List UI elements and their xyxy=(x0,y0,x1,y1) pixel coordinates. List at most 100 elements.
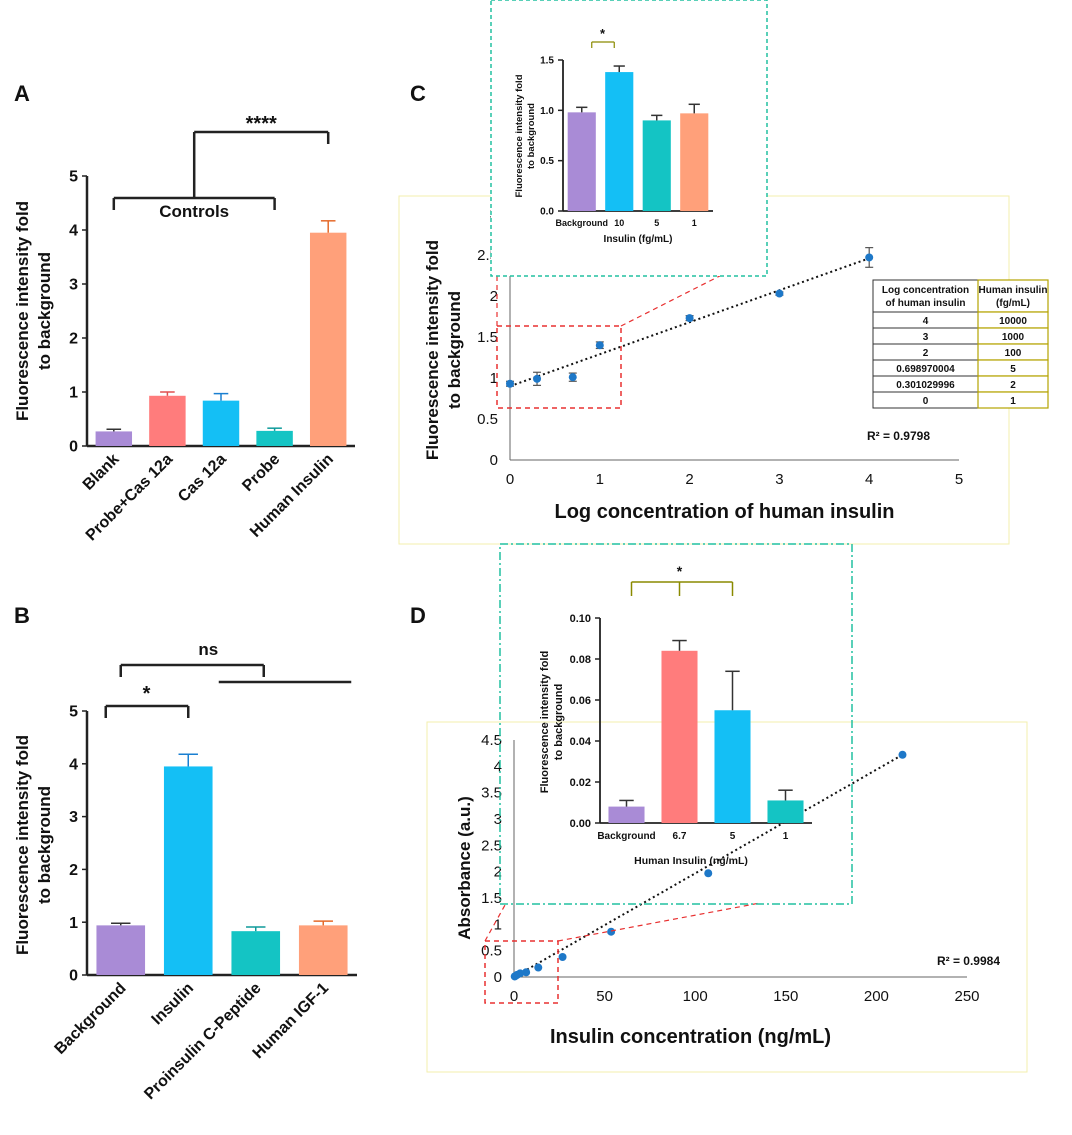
inset-y-axis-label: to background xyxy=(526,103,537,169)
y-tick-label: 2 xyxy=(490,288,498,305)
significance-stars: **** xyxy=(246,113,277,135)
category-label: Probe xyxy=(239,451,283,495)
data-point xyxy=(506,379,514,388)
y-tick-label: 3 xyxy=(494,811,502,828)
category-label: Cas 12a xyxy=(175,451,230,506)
category-label: 1 xyxy=(692,218,697,228)
category-label: Background xyxy=(555,218,608,228)
y-tick-label: 0.0 xyxy=(540,207,554,218)
category-label: 1 xyxy=(783,831,789,842)
x-tick-label: 1 xyxy=(596,471,604,488)
y-tick-label: 0.5 xyxy=(540,156,554,167)
data-point xyxy=(898,750,907,759)
x-axis-label: Log concentration of human insulin xyxy=(555,501,895,523)
data-point xyxy=(704,869,713,878)
bar xyxy=(680,113,709,211)
bar xyxy=(298,925,348,975)
bar xyxy=(202,400,240,446)
table-cell-text: 10000 xyxy=(999,316,1027,327)
table-cell xyxy=(977,391,1049,409)
table-header-cell xyxy=(872,279,979,313)
panel-D: D 0 50 100 150 200 250 0 0.5 1 1.5 2 2.5 3 3.5 4 4.5 Ins… xyxy=(410,543,1028,1073)
inset-y-axis-label: Fluorescence intensity fold xyxy=(539,651,551,793)
category-label: 10 xyxy=(614,218,624,228)
y-axis-label: Absorbance (a.u.) xyxy=(455,796,474,940)
x-tick-label: 0 xyxy=(506,471,514,488)
table-header-text: (fg/mL) xyxy=(996,298,1030,309)
inset-sig-star: * xyxy=(600,26,606,41)
category-label: Background xyxy=(597,831,655,842)
controls-label: Controls xyxy=(159,202,229,221)
panel-c-table: Log concentration of human insulin Human i… xyxy=(872,279,1049,409)
y-tick-label: 4 xyxy=(69,223,78,240)
inset-frame xyxy=(499,543,853,905)
table-cell-text: 1 xyxy=(1010,396,1016,407)
y-tick-label: 1.0 xyxy=(540,106,554,117)
data-point xyxy=(568,373,577,382)
x-tick-label: 2 xyxy=(685,471,693,488)
table-cell-text: 0 xyxy=(923,396,929,407)
y-tick-label: 1.5 xyxy=(481,890,502,907)
bar xyxy=(231,931,281,975)
x-axis-label: Insulin concentration (ng/mL) xyxy=(550,1026,831,1048)
bar xyxy=(567,112,596,211)
y-tick-label: 4 xyxy=(494,758,502,775)
y-tick-label: 0.5 xyxy=(477,411,498,428)
y-tick-label: 3 xyxy=(69,809,78,826)
table-header-text: of human insulin xyxy=(886,298,966,309)
y-tick-label: 5 xyxy=(69,704,78,721)
y-tick-label: 0.5 xyxy=(481,943,502,960)
zoom-box xyxy=(484,940,559,1004)
trendline xyxy=(509,257,870,388)
bar xyxy=(642,120,671,211)
y-tick-label: 1.5 xyxy=(477,329,498,346)
x-tick-label: 200 xyxy=(864,988,889,1005)
bar xyxy=(95,431,133,446)
panel-a-label: A xyxy=(14,81,30,106)
data-point xyxy=(534,963,543,972)
y-tick-label: 4 xyxy=(69,756,78,773)
x-tick-label: 3 xyxy=(775,471,783,488)
bar xyxy=(96,925,146,975)
panel-c-label: C xyxy=(410,81,426,106)
data-point xyxy=(775,289,784,298)
category-label: Proinsulin C-Peptide xyxy=(141,980,264,1103)
y-axis-label: to background xyxy=(35,786,54,904)
data-point xyxy=(558,952,567,961)
y-tick-label: 2 xyxy=(69,862,78,879)
data-point xyxy=(522,968,531,977)
y-tick-label: 3.5 xyxy=(481,785,502,802)
bar xyxy=(309,232,347,446)
table-header-cell xyxy=(977,279,1049,313)
data-point xyxy=(595,341,604,350)
data-point xyxy=(607,927,616,936)
category-label: Insulin xyxy=(149,980,197,1028)
y-tick-label: 5 xyxy=(69,169,78,186)
y-axis-label: to background xyxy=(445,291,464,409)
y-tick-label: 0.10 xyxy=(570,613,591,625)
table-cell-text: 5 xyxy=(1010,364,1016,375)
table-cell-text: 100 xyxy=(1005,348,1022,359)
category-label: Background xyxy=(52,980,130,1058)
y-tick-label: 0 xyxy=(494,969,502,986)
x-tick-label: 4 xyxy=(865,471,873,488)
panel-d-plot: 0 50 100 150 200 250 0 0.5 1 1.5 2 2.5 3 3.5 4 4.5 Insul… xyxy=(455,732,1000,1048)
r-squared-label: R² = 0.9798 xyxy=(867,429,930,443)
table-header-text: Log concentration xyxy=(882,285,969,296)
inset-sig-star: * xyxy=(677,563,683,579)
category-label: 6.7 xyxy=(673,831,687,842)
panel-c-inset: 0.0 0.5 1.0 1.5 Background 10 5 1 Insulin (fg/mL… xyxy=(514,26,713,245)
y-tick-label: 0.04 xyxy=(570,736,592,748)
data-point xyxy=(533,374,542,383)
panel-d-inset: 0.00 0.02 0.04 0.06 0.08 0.10 Background 6.7 5 1 H… xyxy=(499,543,853,905)
y-tick-label: 0.00 xyxy=(570,818,591,830)
y-tick-label: 1 xyxy=(69,385,78,402)
y-tick-label: 2 xyxy=(494,864,502,881)
y-tick-label: 1 xyxy=(494,916,502,933)
bar xyxy=(163,766,213,975)
table-cell-text: 0.301029996 xyxy=(896,380,955,391)
